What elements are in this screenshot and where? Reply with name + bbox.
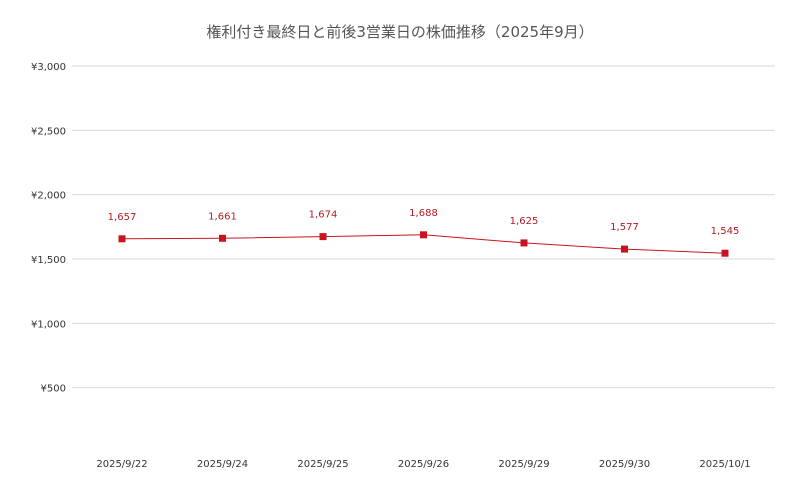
data-label: 1,625 — [510, 216, 539, 227]
x-axis-ticks: 2025/9/22 2025/9/24 2025/9/25 2025/9/26 2025… — [96, 459, 750, 470]
y-tick-label: ¥1,500 — [31, 255, 66, 266]
y-tick-label: ¥500 — [41, 384, 66, 395]
y-tick-label: ¥1,000 — [31, 319, 66, 330]
y-axis-ticks: ¥500 ¥1,000 ¥1,500 ¥2,000 ¥2,500 ¥3,000 — [31, 62, 66, 395]
data-point — [319, 233, 327, 241]
data-label: 1,674 — [309, 210, 338, 221]
y-tick-label: ¥2,500 — [31, 126, 66, 137]
data-label: 1,545 — [711, 226, 740, 237]
gridlines — [72, 65, 775, 389]
data-point — [721, 249, 729, 257]
x-tick-label: 2025/9/26 — [398, 459, 449, 470]
y-tick-label: ¥2,000 — [31, 191, 66, 202]
data-label: 1,661 — [208, 211, 237, 222]
series-layer — [118, 231, 729, 257]
chart-title: 権利付き最終日と前後3営業日の株価推移（2025年9月） — [206, 23, 593, 41]
data-point — [520, 239, 528, 247]
x-tick-label: 2025/10/1 — [699, 459, 750, 470]
x-tick-label: 2025/9/24 — [197, 459, 248, 470]
x-tick-label: 2025/9/22 — [96, 459, 147, 470]
y-tick-label: ¥3,000 — [31, 62, 66, 73]
data-label: 1,657 — [108, 212, 137, 223]
x-tick-label: 2025/9/30 — [599, 459, 650, 470]
data-point — [219, 234, 226, 242]
data-label-layer: 1,657 1,661 1,674 1,688 1,625 1,577 1,545 — [108, 208, 740, 237]
data-label: 1,577 — [610, 222, 639, 233]
data-point — [420, 231, 427, 239]
data-point — [621, 245, 628, 253]
x-tick-label: 2025/9/25 — [297, 459, 348, 470]
data-label: 1,688 — [409, 208, 438, 219]
data-point — [118, 235, 126, 243]
x-tick-label: 2025/9/29 — [498, 459, 549, 470]
